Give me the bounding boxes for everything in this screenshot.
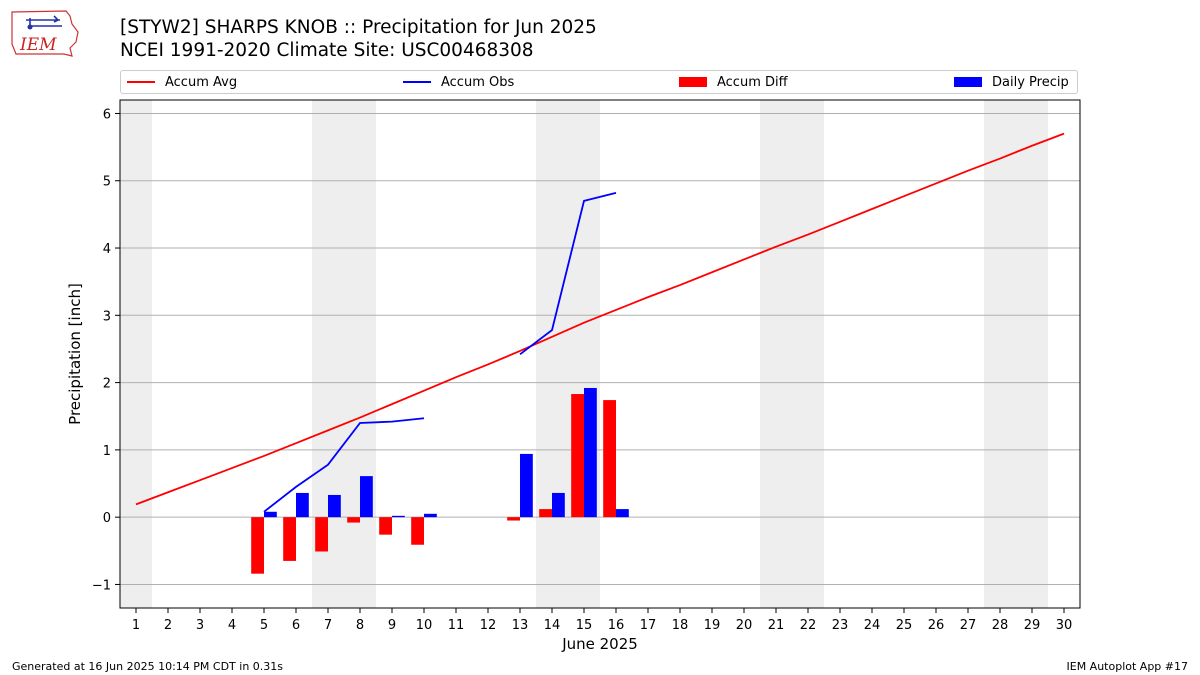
legend-label-accum-avg: Accum Avg <box>165 74 238 90</box>
x-tick-label: 4 <box>228 618 236 633</box>
legend-item-accum-obs: Accum Obs <box>403 71 514 93</box>
weekend-shade-day-22 <box>792 100 824 608</box>
legend-label-accum-obs: Accum Obs <box>441 74 515 90</box>
accum-diff-bar-day-10 <box>411 517 424 545</box>
legend-swatch-daily-precip <box>954 77 982 87</box>
legend-label-daily-precip: Daily Precip <box>992 74 1069 90</box>
legend-swatch-accum-obs <box>403 81 431 83</box>
x-tick-label: 26 <box>928 618 945 633</box>
accum-diff-bar-day-15 <box>571 394 584 518</box>
weekend-shade-day-1 <box>120 100 152 608</box>
daily-precip-bar-day-10 <box>424 513 437 518</box>
x-tick-label: 15 <box>576 618 593 633</box>
x-tick-label: 5 <box>260 618 268 633</box>
accum-obs-line-segment-1 <box>263 417 425 513</box>
weather-station-icon <box>26 15 62 28</box>
accum-diff-bar-day-16 <box>603 400 616 518</box>
legend-swatch-accum-diff <box>679 77 707 87</box>
y-tick-label: 0 <box>103 511 111 526</box>
x-axis-label: June 2025 <box>561 635 638 653</box>
daily-precip-bar-day-16 <box>616 509 629 518</box>
accum-diff-bar-day-7 <box>315 517 328 552</box>
weekend-shade-day-15 <box>568 100 600 608</box>
x-tick-label: 11 <box>448 618 465 633</box>
x-tick-label: 27 <box>960 618 977 633</box>
x-tick-label: 9 <box>388 618 396 633</box>
iowa-outline-icon <box>11 10 79 57</box>
accum-diff-bar-day-6 <box>283 517 296 561</box>
x-tick-label: 24 <box>864 618 881 633</box>
accum-diff-bar-day-8 <box>347 517 360 523</box>
daily-precip-bar-day-13 <box>520 453 533 518</box>
x-tick-label: 29 <box>1024 618 1041 633</box>
x-tick-label: 21 <box>768 618 785 633</box>
logo-text: IEM <box>19 35 57 55</box>
x-tick-label: 25 <box>896 618 913 633</box>
bars <box>251 387 629 574</box>
x-tick-label: 30 <box>1056 618 1073 633</box>
y-tick-label: −1 <box>92 578 111 593</box>
plot-frame <box>119 99 1081 609</box>
x-tick-label: 14 <box>544 618 561 633</box>
daily-precip-bar-day-5 <box>264 511 277 518</box>
x-tick-label: 12 <box>480 618 497 633</box>
x-tick-label: 10 <box>416 618 433 633</box>
x-tick-label: 8 <box>356 618 364 633</box>
accum-diff-bar-day-9 <box>379 517 392 535</box>
legend-swatch-accum-avg <box>127 81 155 83</box>
daily-precip-bar-day-8 <box>360 476 373 518</box>
x-tick-label: 22 <box>800 618 817 633</box>
weekend-shade-day-14 <box>536 100 568 608</box>
accum-avg-line <box>135 132 1065 506</box>
y-tick-label: 6 <box>103 107 111 122</box>
chart-subtitle: NCEI 1991-2020 Climate Site: USC00468308 <box>120 40 534 61</box>
app-credit: IEM Autoplot App #17 <box>1066 660 1189 673</box>
daily-precip-bar-day-6 <box>296 492 309 518</box>
y-tick-label: 2 <box>103 377 111 392</box>
x-tick-label: 2 <box>164 618 172 633</box>
lines <box>135 132 1065 513</box>
legend-item-accum-avg: Accum Avg <box>127 71 237 93</box>
y-tick-label: 3 <box>103 309 111 324</box>
x-tick-label: 17 <box>640 618 657 633</box>
chart-title: [STYW2] SHARPS KNOB :: Precipitation for… <box>120 17 597 38</box>
legend-item-daily-precip: Daily Precip <box>954 71 1069 93</box>
x-tick-label: 1 <box>132 618 140 633</box>
accum-diff-bar-day-13 <box>507 517 520 521</box>
legend: Accum Avg Accum Obs Accum Diff Daily Pre… <box>120 70 1078 94</box>
generated-timestamp: Generated at 16 Jun 2025 10:14 PM CDT in… <box>12 660 284 673</box>
y-tick-label: 4 <box>103 242 111 257</box>
x-tick-label: 3 <box>196 618 204 633</box>
y-tick-label: 1 <box>103 444 111 459</box>
daily-precip-bar-day-14 <box>552 492 565 518</box>
weekend-shade-day-29 <box>1016 100 1048 608</box>
x-tick-label: 23 <box>832 618 849 633</box>
x-tick-label: 28 <box>992 618 1009 633</box>
accum-obs-line-segment-2 <box>519 191 617 356</box>
daily-precip-bar-day-15 <box>584 387 597 518</box>
x-tick-label: 19 <box>704 618 721 633</box>
legend-label-accum-diff: Accum Diff <box>717 74 788 90</box>
x-tick-label: 13 <box>512 618 529 633</box>
x-tick-label: 18 <box>672 618 689 633</box>
x-tick-label: 20 <box>736 618 753 633</box>
weekend-shade-day-28 <box>984 100 1016 608</box>
daily-precip-bar-day-9 <box>392 515 405 518</box>
x-tick-label: 6 <box>292 618 300 633</box>
accum-diff-bar-day-5 <box>251 517 264 574</box>
legend-item-accum-diff: Accum Diff <box>679 71 788 93</box>
weekend-shade-day-21 <box>760 100 792 608</box>
accum-diff-bar-day-14 <box>539 509 552 518</box>
weekend-shading <box>120 100 1048 608</box>
x-tick-label: 7 <box>324 618 332 633</box>
y-tick-label: 5 <box>103 175 111 190</box>
daily-precip-bar-day-7 <box>328 494 341 518</box>
weekend-shade-day-8 <box>344 100 376 608</box>
y-axis-label: Precipitation [inch] <box>66 283 84 425</box>
x-tick-label: 16 <box>608 618 625 633</box>
iem-logo: IEM <box>11 10 79 57</box>
